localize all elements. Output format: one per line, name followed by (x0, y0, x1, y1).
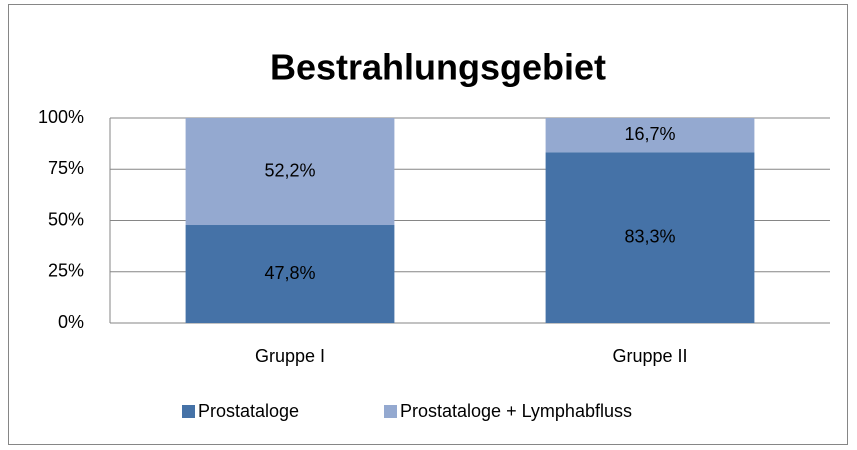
bar-segment (185, 225, 395, 323)
bar-segment (545, 118, 755, 153)
legend-label: Prostataloge + Lymphabfluss (400, 401, 632, 421)
legend-swatch (384, 405, 397, 418)
legend-swatch (182, 405, 195, 418)
data-label: 83,3% (624, 226, 675, 246)
data-label: 47,8% (264, 263, 315, 283)
data-label: 52,2% (264, 160, 315, 180)
chart-title: Bestrahlungsgebiet (270, 47, 606, 88)
bar-segment (185, 118, 395, 226)
legend-label: Prostataloge (198, 401, 299, 421)
y-tick-label: 100% (38, 107, 84, 127)
bar-segment (545, 152, 755, 323)
y-tick-label: 50% (48, 209, 84, 229)
y-tick-label: 25% (48, 261, 84, 281)
x-tick-label: Gruppe II (612, 346, 687, 366)
y-tick-label: 75% (48, 158, 84, 178)
x-tick-label: Gruppe I (255, 346, 325, 366)
data-label: 16,7% (624, 124, 675, 144)
y-tick-label: 0% (58, 312, 84, 332)
